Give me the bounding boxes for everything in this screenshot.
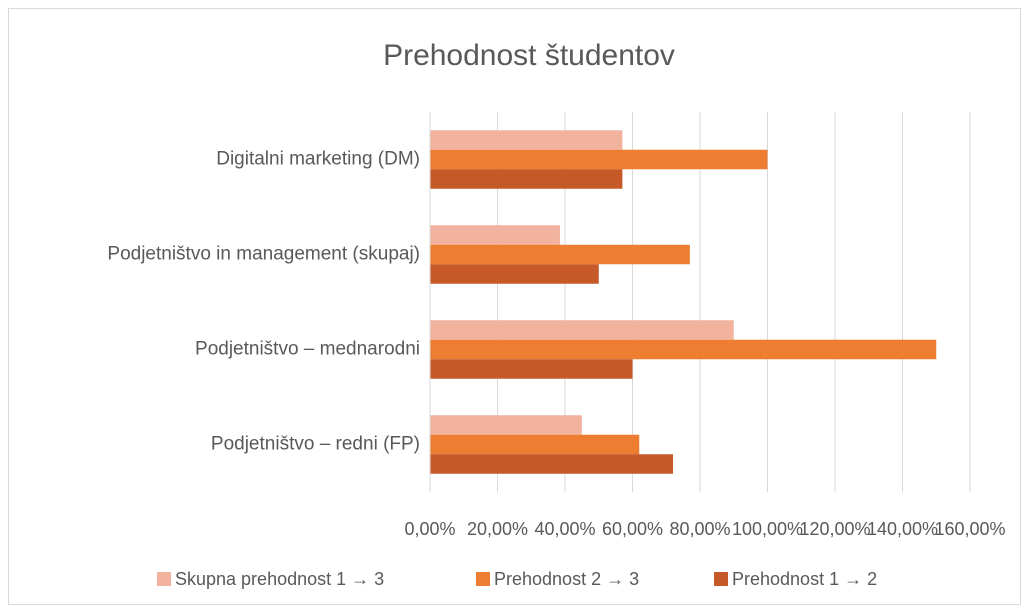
bar bbox=[430, 454, 673, 474]
y-tick-label: Podjetništvo in management (skupaj) bbox=[107, 244, 420, 265]
x-tick-label: 20,00% bbox=[467, 519, 528, 539]
legend-swatch bbox=[476, 572, 490, 586]
x-tick-label: 120,00% bbox=[799, 519, 870, 539]
bar bbox=[430, 339, 937, 360]
x-tick-label: 140,00% bbox=[867, 519, 938, 539]
legend-label: Prehodnost 1 → 2 bbox=[732, 569, 877, 589]
bar bbox=[430, 225, 560, 245]
x-tick-label: 80,00% bbox=[669, 519, 730, 539]
x-tick-label: 60,00% bbox=[602, 519, 663, 539]
chart-border bbox=[8, 8, 1021, 605]
legend-swatch bbox=[157, 572, 171, 586]
bar bbox=[430, 434, 640, 455]
bar bbox=[430, 130, 623, 150]
bar bbox=[430, 244, 690, 265]
bar bbox=[430, 415, 582, 435]
bar bbox=[430, 169, 623, 189]
legend-swatch bbox=[714, 572, 728, 586]
y-tick-label: Podjetništvo – mednarodni bbox=[195, 339, 420, 360]
bar bbox=[430, 149, 768, 170]
bar bbox=[430, 320, 734, 340]
x-tick-label: 100,00% bbox=[732, 519, 803, 539]
y-tick-label: Digitalni marketing (DM) bbox=[216, 149, 420, 170]
legend-label: Prehodnost 2 → 3 bbox=[494, 569, 639, 589]
x-tick-label: 0,00% bbox=[404, 519, 455, 539]
chart-title: Prehodnost študentov bbox=[383, 39, 675, 72]
bar bbox=[430, 264, 599, 284]
x-tick-label: 40,00% bbox=[534, 519, 595, 539]
legend-label: Skupna prehodnost 1 → 3 bbox=[175, 569, 384, 589]
bar bbox=[430, 359, 633, 379]
y-tick-label: Podjetništvo – redni (FP) bbox=[211, 434, 420, 455]
x-tick-label: 160,00% bbox=[934, 519, 1005, 539]
